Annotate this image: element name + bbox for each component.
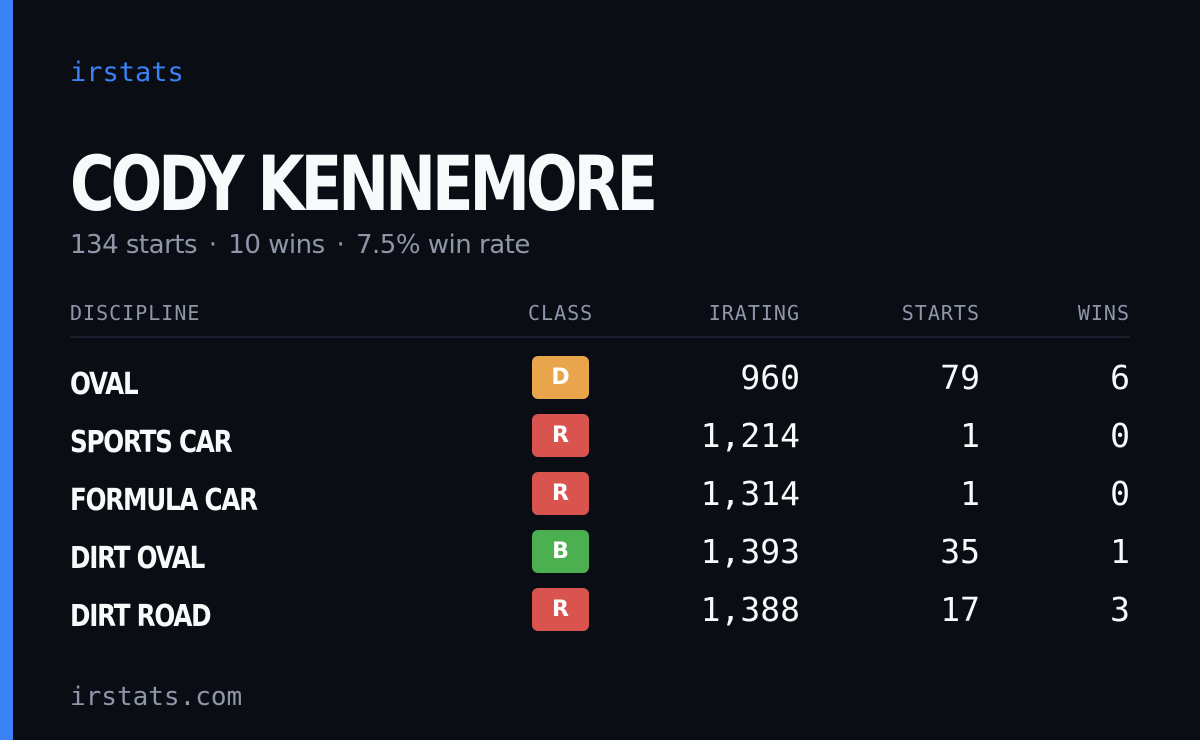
table-row: FORMULA CAR R 1,314 1 0 [70, 470, 1130, 528]
irating-value: 1,314 [700, 474, 800, 513]
summary-separator: · [208, 230, 217, 260]
table-row: DIRT ROAD R 1,388 17 3 [70, 586, 1130, 644]
irating-value: 1,388 [700, 590, 800, 629]
discipline-stats-table: DISCIPLINE CLASS IRATING STARTS WINS OVA… [70, 296, 1130, 644]
table-row: OVAL D 960 79 6 [70, 354, 1130, 412]
brand-logo-text: irstats [70, 57, 184, 88]
wins-value: 1 [1110, 532, 1130, 571]
discipline-name: DIRT ROAD [70, 599, 212, 634]
summary-wins: 10 wins [228, 230, 325, 260]
discipline-name: FORMULA CAR [70, 483, 258, 518]
starts-value: 1 [960, 416, 980, 455]
table-row: SPORTS CAR R 1,214 1 0 [70, 412, 1130, 470]
discipline-name: DIRT OVAL [70, 541, 205, 576]
column-header-class: CLASS [528, 301, 594, 325]
starts-value: 17 [940, 590, 980, 629]
table-row: DIRT OVAL B 1,393 35 1 [70, 528, 1130, 586]
irating-value: 1,214 [700, 416, 800, 455]
summary-separator: · [336, 230, 345, 260]
column-header-wins: WINS [1077, 301, 1130, 325]
summary-win-rate: 7.5% win rate [355, 230, 530, 260]
starts-value: 35 [940, 532, 980, 571]
license-class-badge: R [532, 472, 589, 515]
wins-value: 0 [1110, 416, 1130, 455]
license-class-badge: D [532, 356, 589, 399]
wins-value: 6 [1110, 358, 1130, 397]
summary-starts: 134 starts [70, 230, 198, 260]
column-header-irating: IRATING [708, 301, 800, 325]
column-header-starts: STARTS [901, 301, 980, 325]
starts-value: 1 [960, 474, 980, 513]
starts-value: 79 [940, 358, 980, 397]
discipline-name: OVAL [70, 367, 139, 402]
table-header-row: DISCIPLINE CLASS IRATING STARTS WINS [70, 296, 1130, 338]
wins-value: 0 [1110, 474, 1130, 513]
discipline-name: SPORTS CAR [70, 425, 233, 460]
career-summary: 134 starts · 10 wins · 7.5% win rate [70, 228, 530, 262]
irating-value: 960 [740, 358, 800, 397]
column-header-discipline: DISCIPLINE [70, 301, 201, 325]
irating-value: 1,393 [700, 532, 800, 571]
license-class-badge: R [532, 414, 589, 457]
wins-value: 3 [1110, 590, 1130, 629]
license-class-badge: R [532, 588, 589, 631]
table-body: OVAL D 960 79 6 SPORTS CAR R 1,214 1 0 F… [70, 354, 1130, 644]
footer-site-link[interactable]: irstats.com [70, 682, 243, 712]
driver-name: CODY KENNEMORE [70, 139, 658, 228]
license-class-badge: B [532, 530, 589, 573]
accent-bar [0, 0, 13, 740]
